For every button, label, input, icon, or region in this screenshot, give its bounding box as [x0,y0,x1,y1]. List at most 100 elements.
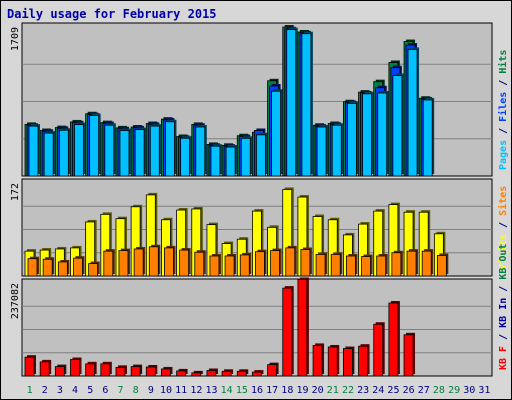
bar-sites-day-24 [376,253,388,277]
x-tick-label: 3 [57,385,63,396]
bar-sites-day-16-fill [255,251,265,277]
bar-kb-f-day-15 [236,369,249,377]
bar-kb-f-day-8-fill [130,366,141,377]
bar-sites-day-27-fill [421,250,432,277]
bar-sites-day-6 [103,249,115,277]
ymax-label-bottom: 237082 [10,283,21,319]
bar-kb-f-day-12-fill [191,372,202,377]
bar-sites-day-1 [27,256,39,277]
chart-title: Daily usage for February 2015 [7,7,217,21]
bar-kb-f-day-9 [145,364,158,377]
bar-kb-f-day-6 [100,361,112,377]
legend-entry: / [498,122,509,140]
bar-kb-f-day-23-fill [358,345,368,377]
x-tick-label: 7 [118,385,124,396]
series-legend-bottom: KB F / KB In / KB Out [498,244,509,370]
bar-pages-day-18 [286,27,298,177]
bar-pages-day-12-fill [195,126,206,177]
bar-sites-day-19 [300,247,312,277]
bar-pages-day-25-fill [392,75,403,177]
bar-sites-day-6-fill [103,250,114,277]
bar-pages-day-13-fill [210,145,221,177]
bar-pages-day-3 [58,128,71,177]
x-tick-label: 25 [387,385,399,396]
bar-pages-day-5 [89,113,101,177]
bar-kb-f-day-10-fill [161,368,171,377]
x-tick-label: 28 [433,385,445,396]
bar-pages-day-13 [210,144,222,177]
bar-kb-f-day-21 [327,344,340,377]
bar-kb-f-day-8 [130,364,143,377]
bar-kb-f-day-26-fill [403,334,414,377]
bar-kb-f-day-24-fill [373,323,384,377]
bar-kb-f-day-17-fill [267,364,277,377]
bar-kb-f-day-9-fill [145,366,156,377]
bar-kb-f-day-22 [342,346,355,377]
bar-kb-f-day-15-fill [236,370,247,377]
x-tick-label: 23 [357,385,369,396]
bar-sites-day-23 [361,254,373,277]
bar-kb-f-day-16 [252,370,264,377]
bar-pages-day-24-fill [377,92,388,177]
legend-entry: KB Out [498,244,509,280]
x-tick-label: 24 [372,385,384,396]
bar-kb-f-day-25 [388,301,400,377]
bar-pages-day-20 [316,125,329,177]
bar-pages-day-1-fill [28,125,39,177]
bar-pages-day-25 [392,73,404,177]
bar-sites-day-26 [406,249,419,277]
x-tick-label: 27 [418,385,430,396]
x-tick-label: 14 [221,385,233,396]
x-tick-label: 15 [236,385,248,396]
legend-entry: / [498,328,509,346]
x-tick-label: 2 [42,385,48,396]
bar-pages-day-21 [331,123,344,177]
bar-pages-day-12 [195,125,207,177]
bar-sites-day-12-fill [194,251,205,277]
bar-kb-f-day-11-fill [176,370,187,377]
bar-sites-day-28 [436,253,449,277]
bar-sites-day-15 [239,252,252,277]
bar-pages-day-15-fill [240,137,251,177]
bar-pages-day-18-fill [286,29,297,177]
bar-pages-day-16-fill [256,134,266,177]
bar-pages-day-6 [104,123,116,177]
bar-pages-day-6-fill [104,124,115,177]
x-tick-label: 13 [205,385,217,396]
bar-pages-day-15 [240,136,253,177]
x-tick-label: 31 [478,385,490,396]
bar-sites-day-9 [148,244,161,277]
bar-pages-day-27 [422,97,435,177]
bar-pages-day-21-fill [331,124,342,177]
bar-sites-day-16 [255,249,267,277]
x-tick-label: 21 [327,385,339,396]
bar-sites-day-20 [315,252,328,277]
bar-sites-day-12 [194,250,206,277]
legend-entry: Sites [497,186,509,216]
bar-kb-f-day-16-fill [252,371,262,377]
bar-kb-f-day-7 [115,365,127,377]
bar-sites-day-2-fill [42,258,53,277]
bar-sites-day-10 [164,245,176,277]
bar-sites-day-17-fill [270,250,280,277]
bar-kb-f-day-24 [373,322,385,377]
bar-pages-day-11 [180,136,192,177]
bar-pages-day-22-fill [346,103,357,177]
bar-kb-f-day-6-fill [100,363,111,377]
bar-sites-day-24-fill [376,255,387,277]
bar-kb-f-day-20 [312,343,325,377]
bar-pages-day-4 [74,122,86,177]
bar-sites-day-11-fill [179,249,190,277]
x-tick-label: 17 [266,385,278,396]
bar-sites-day-3-fill [57,261,68,277]
bar-sites-day-25-fill [391,252,402,277]
bar-kb-f-day-2-fill [39,361,50,377]
bar-sites-day-5-fill [88,263,99,277]
x-tick-label: 11 [175,385,187,396]
bar-pages-day-23-fill [362,93,372,177]
bar-pages-day-27-fill [422,99,433,177]
bar-kb-f-day-4-fill [70,359,80,377]
bar-sites-day-18-fill [285,247,296,277]
bar-kb-f-day-18-fill [282,287,293,377]
series-legend-top: Pages / Files / Hits [497,50,509,170]
